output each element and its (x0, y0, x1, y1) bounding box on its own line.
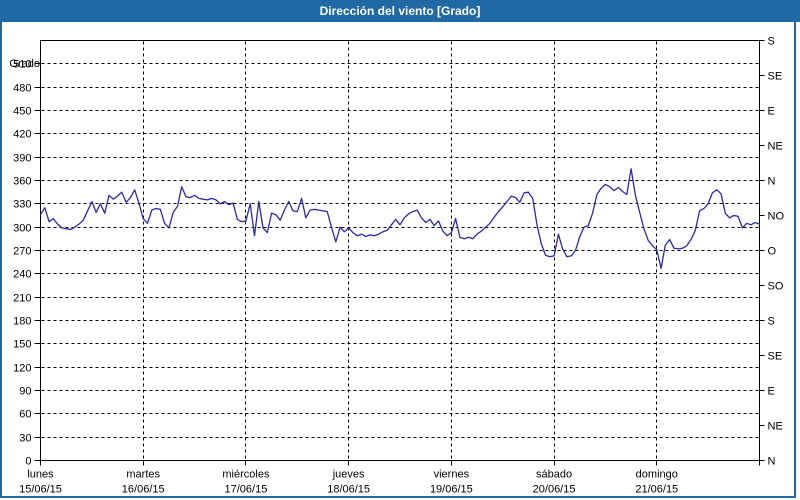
y-tick-label-left: 510 (13, 59, 31, 71)
compass-label: SE (768, 351, 783, 363)
compass-label: N (768, 176, 776, 188)
day-name-label: lunes (27, 469, 54, 481)
series-line-direcci-n-del-viento (39, 168, 761, 270)
window-title: Dirección del viento [Grado] (319, 4, 481, 18)
y-tick-label-left: 270 (13, 246, 31, 258)
compass-label: E (768, 386, 775, 398)
day-date-label: 18/06/15 (327, 484, 370, 496)
y-tick-label-left: 450 (13, 106, 31, 118)
compass-label: NE (768, 141, 783, 153)
day-date-label: 15/06/15 (19, 484, 62, 496)
compass-label: E (768, 106, 775, 118)
y-tick-label-left: 120 (13, 363, 31, 375)
y-tick-label-left: 390 (13, 153, 31, 165)
chart-panel: Grado (0, 22, 796, 498)
y-tick-label-left: 150 (13, 339, 31, 351)
day-name-label: sábado (536, 469, 572, 481)
day-name-label: martes (126, 469, 160, 481)
grid-horizontal (41, 63, 759, 438)
day-name-label: miércoles (222, 469, 270, 481)
axis-labels: 0 30 60 90 120 150 180 210 240 270 300 330 360 390 420… (13, 36, 784, 496)
window-titlebar: Dirección del viento [Grado] (0, 0, 800, 22)
y-tick-label-left: 0 (25, 456, 31, 468)
y-tick-label-left: 330 (13, 199, 31, 211)
day-date-label: 21/06/15 (635, 484, 678, 496)
y-tick-label-left: 480 (13, 83, 31, 95)
y-tick-label-left: 180 (13, 316, 31, 328)
y-tick-label-left: 240 (13, 269, 31, 281)
day-name-label: viernes (434, 469, 470, 481)
day-name-label: jueves (332, 469, 365, 481)
plot-frame (40, 40, 760, 461)
compass-label: S (768, 316, 775, 328)
compass-label: N (768, 456, 776, 468)
day-date-label: 17/06/15 (225, 484, 268, 496)
axes (34, 40, 765, 466)
compass-label: O (768, 246, 777, 258)
day-date-label: 16/06/15 (122, 484, 165, 496)
y-axis-unit-label: Grado (9, 58, 40, 70)
y-tick-label-left: 60 (19, 409, 31, 421)
y-tick-label-left: 90 (19, 386, 31, 398)
compass-label: NO (768, 211, 785, 223)
y-tick-label-left: 30 (19, 433, 31, 445)
y-tick-label-left: 420 (13, 129, 31, 141)
day-date-label: 20/06/15 (533, 484, 576, 496)
y-tick-label-left: 210 (13, 293, 31, 305)
y-tick-label-left: 360 (13, 176, 31, 188)
grid-vertical (143, 41, 657, 460)
compass-label: SE (768, 71, 783, 83)
day-date-label: 19/06/15 (430, 484, 473, 496)
compass-label: NE (768, 421, 783, 433)
y-tick-label-left: 300 (13, 223, 31, 235)
compass-label: S (768, 36, 775, 48)
day-name-label: domingo (636, 469, 678, 481)
compass-label: SO (768, 281, 784, 293)
